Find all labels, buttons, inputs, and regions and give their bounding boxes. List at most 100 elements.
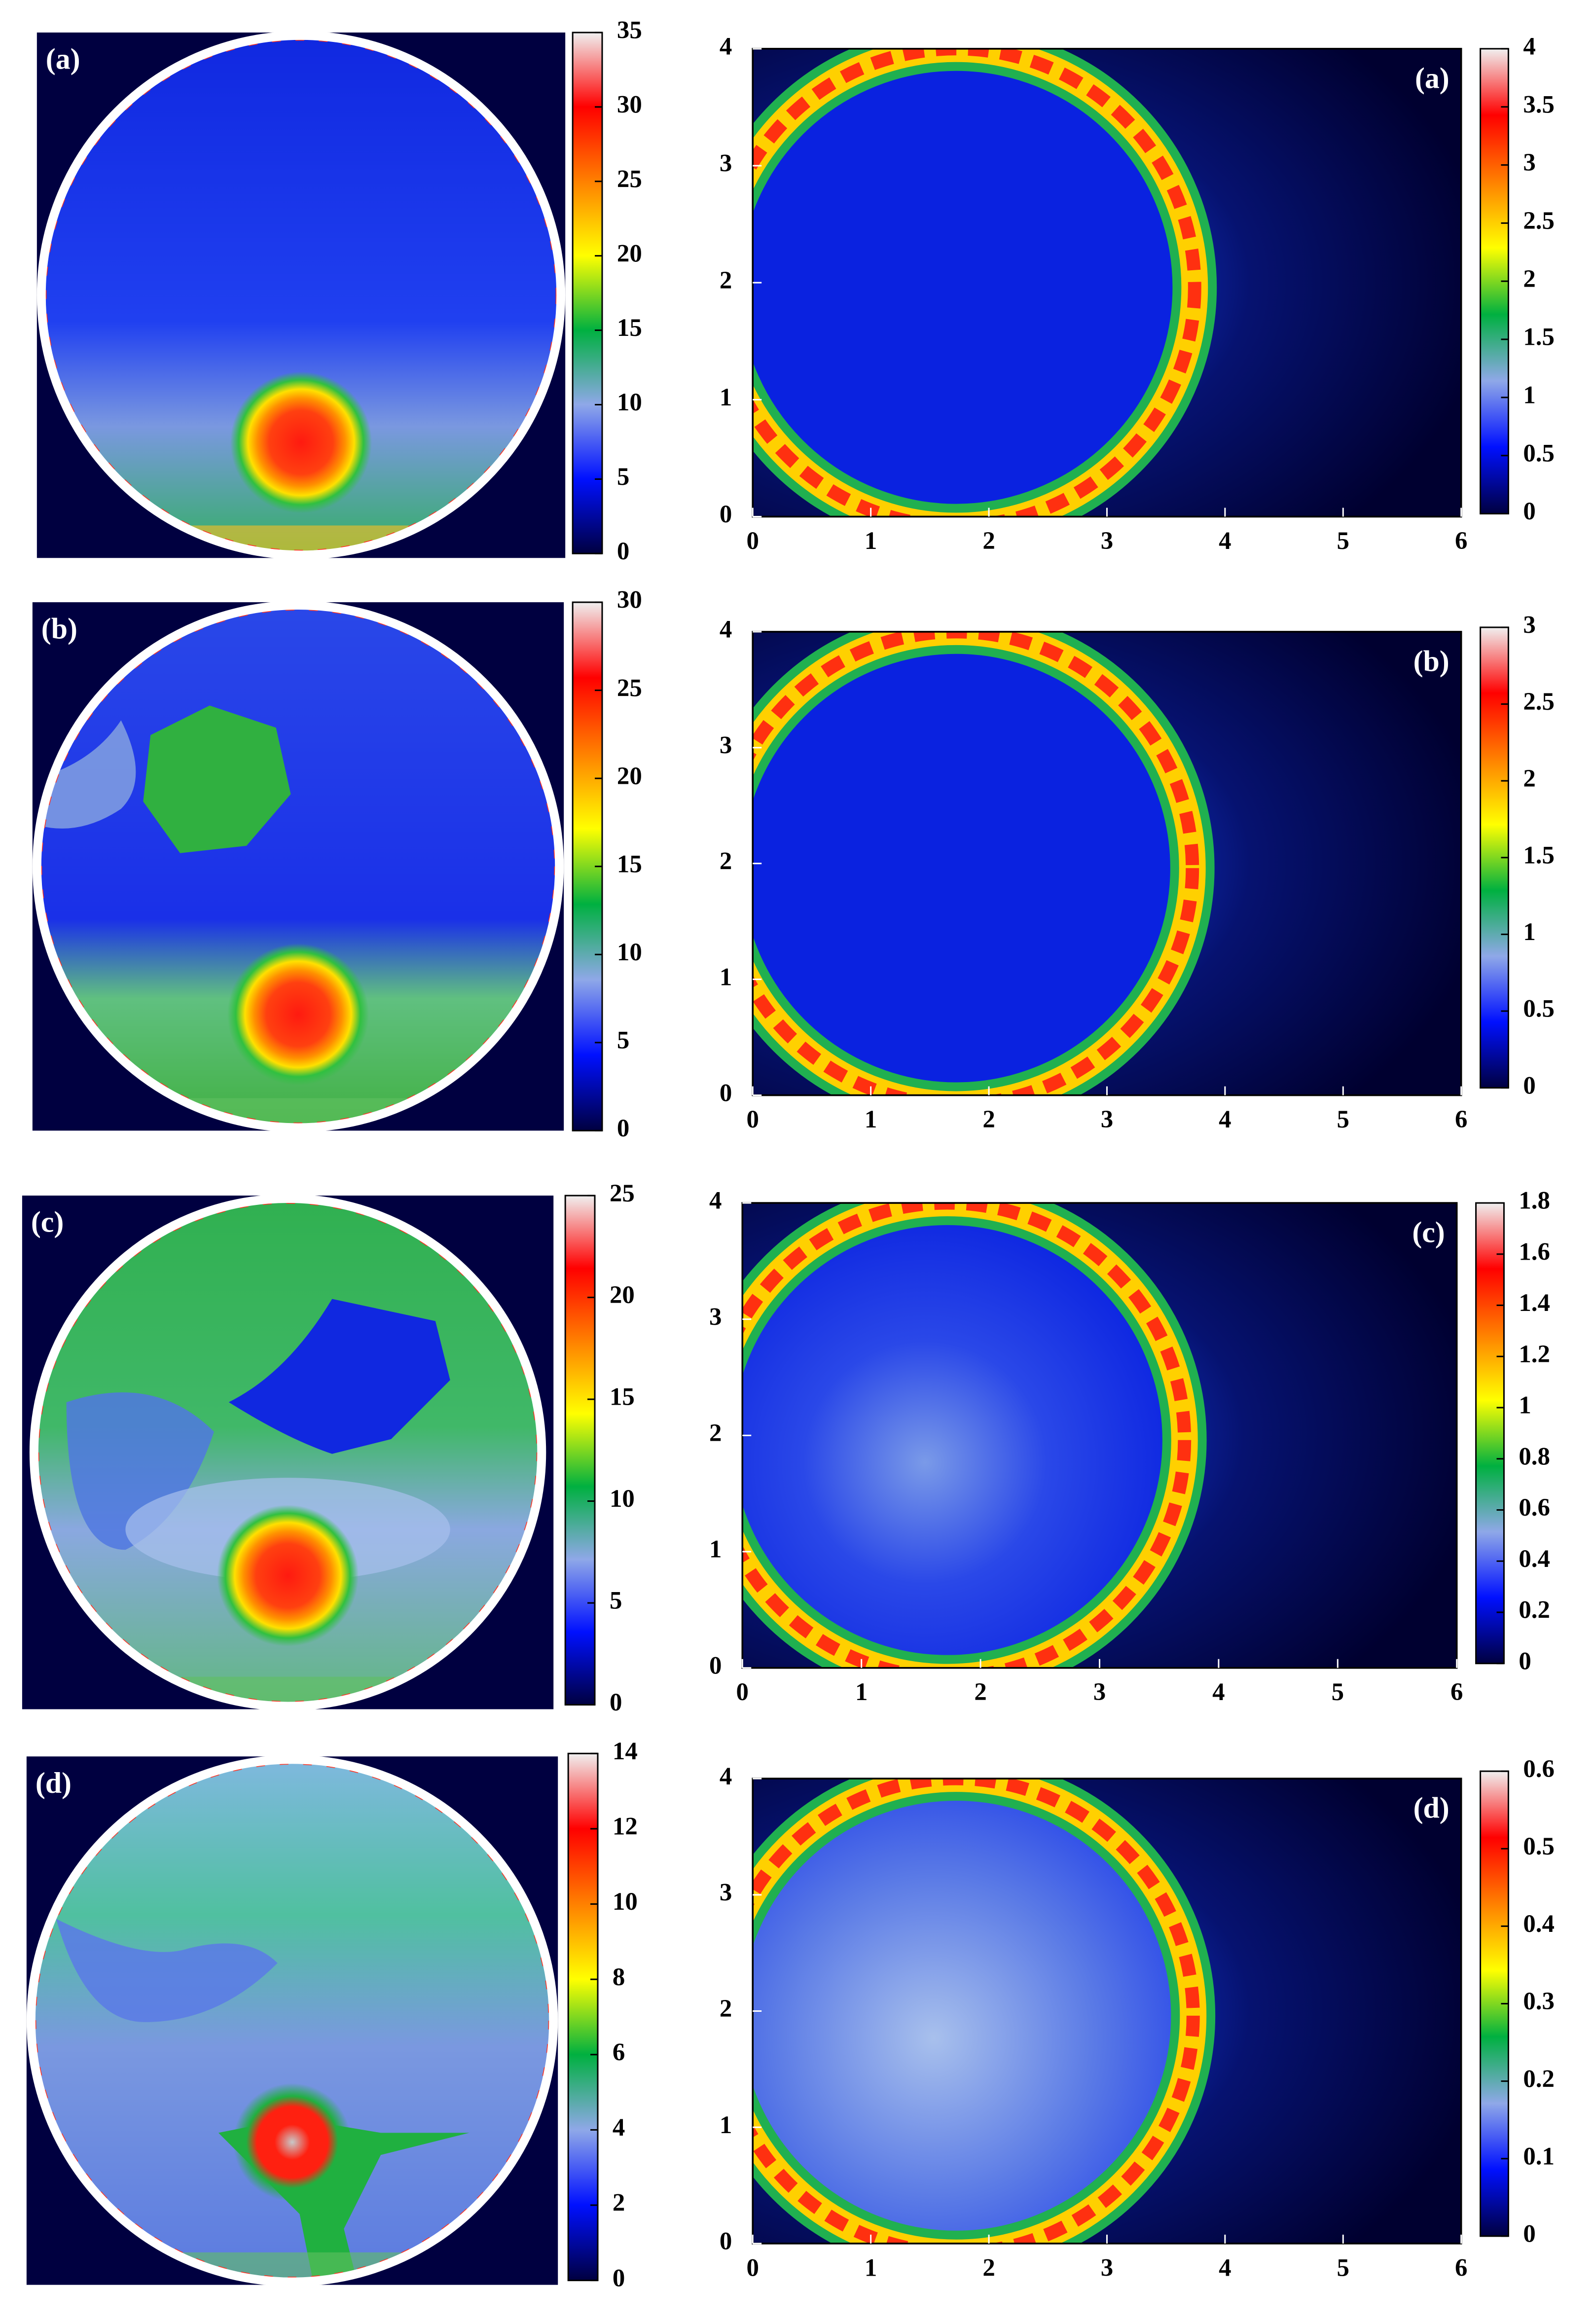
colorbar-tick-label: 0.6 (1519, 1494, 1550, 1522)
heatmap-interior (742, 1215, 1173, 1666)
y-tick-label: 3 (709, 1303, 722, 1331)
heatmap-interior (753, 1790, 1182, 2241)
colorbar-tick-label: 0 (617, 1115, 629, 1142)
heatmap-field (742, 1203, 1457, 1668)
heatmap-field (39, 608, 557, 1125)
panel-label: (a) (46, 43, 80, 75)
panel-label: (d) (36, 1767, 72, 1799)
colorbar-tick-label: 0.3 (1523, 1988, 1555, 2015)
colorbar-tick-label: 14 (613, 1738, 638, 1765)
x-tick-label: 1 (865, 527, 877, 555)
colorbar-tick-label: 2 (613, 2189, 625, 2217)
y-tick-label: 4 (720, 1763, 732, 1790)
colorbar-tick-label: 1.2 (1519, 1341, 1550, 1368)
x-tick-label: 0 (747, 1106, 759, 1133)
colorbar-tick-label: 0.4 (1523, 1910, 1555, 1938)
panel-label: (c) (31, 1206, 64, 1238)
x-tick-label: 5 (1337, 527, 1349, 555)
x-tick-label: 2 (982, 1106, 995, 1133)
y-tick-label: 0 (720, 2227, 732, 2255)
y-tick-label: 1 (720, 963, 732, 991)
domain-ring (29, 1194, 546, 1711)
y-tick-label: 2 (720, 1995, 732, 2023)
heatmap-patch (228, 1299, 450, 1454)
x-tick-label: 5 (1337, 1106, 1349, 1133)
hot-spot (233, 2083, 352, 2202)
colorbar-tick-label: 10 (610, 1485, 635, 1513)
domain-ring (32, 601, 564, 1132)
panel-label: (c) (1412, 1216, 1445, 1249)
heatmap-field (34, 1762, 551, 2279)
x-tick-label: 6 (1455, 527, 1467, 555)
heatmap-field (36, 1201, 539, 1704)
y-tick-label: 2 (709, 1419, 722, 1447)
colorbar-tick-label: 35 (617, 17, 642, 44)
y-tick-label: 1 (720, 2111, 732, 2139)
colorbar-tick-label: 3 (1523, 149, 1535, 177)
y-tick-label: 0 (720, 501, 732, 528)
colorbar-tick-label: 0 (1519, 1647, 1531, 1675)
x-tick-label: 3 (1101, 2254, 1113, 2282)
y-tick-label: 0 (709, 1652, 722, 1679)
colorbar-tick-label: 2.5 (1523, 207, 1555, 235)
colorbar-tick-label: 25 (617, 674, 642, 702)
x-tick-label: 5 (1337, 2254, 1349, 2282)
domain-ring (36, 31, 566, 560)
x-tick-label: 0 (736, 1678, 749, 1706)
colorbar-tick-label: 0 (1523, 498, 1535, 525)
x-tick-label: 2 (982, 527, 995, 555)
colorbar-tick-label: 20 (610, 1281, 635, 1309)
colorbar-tick-label: 0.1 (1523, 2142, 1555, 2170)
colorbar-tick-label: 20 (617, 763, 642, 790)
colorbar-tick-label: 0.5 (1523, 995, 1555, 1023)
x-tick-label: 6 (1455, 1106, 1467, 1133)
domain-ring (26, 1755, 558, 2287)
heatmap-interior (753, 60, 1183, 514)
y-tick-label: 4 (720, 33, 732, 61)
colorbar-tick-label: 10 (617, 939, 642, 966)
colorbar-tick-label: 20 (617, 240, 642, 267)
colorbar-tick-label: 1 (1519, 1392, 1531, 1419)
colorbar-tick-label: 10 (613, 1888, 638, 1916)
colorbar-tick-label: 25 (617, 165, 642, 193)
y-tick-label: 3 (720, 1879, 732, 1906)
colorbar-tick-label: 0.6 (1523, 1755, 1555, 1783)
x-tick-label: 6 (1450, 1678, 1463, 1706)
colorbar-tick-label: 12 (613, 1813, 638, 1841)
colorbar-tick-label: 0.8 (1519, 1443, 1550, 1470)
colorbar-tick-label: 0.4 (1519, 1545, 1550, 1573)
colorbar-tick-label: 5 (617, 463, 629, 491)
x-tick-label: 0 (747, 2254, 759, 2282)
x-tick-label: 4 (1219, 1106, 1231, 1133)
y-tick-label: 2 (720, 267, 732, 294)
colorbar-tick-label: 0 (617, 538, 629, 565)
colorbar-tick-label: 30 (617, 586, 642, 614)
x-tick-label: 1 (865, 2254, 877, 2282)
colorbar-tick-label: 4 (613, 2114, 625, 2142)
colorbar-tick-label: 5 (610, 1587, 622, 1615)
x-tick-label: 5 (1332, 1678, 1344, 1706)
x-tick-label: 4 (1212, 1678, 1225, 1706)
colorbar-tick-label: 0.5 (1523, 1833, 1555, 1860)
colorbar-tick-label: 3 (1523, 612, 1535, 639)
x-tick-label: 4 (1219, 2254, 1231, 2282)
heatmap-field (44, 38, 558, 552)
colorbar-tick-label: 1.5 (1523, 841, 1555, 869)
colorbar-tick-label: 1.5 (1523, 324, 1555, 351)
colorbar-tick-label: 1 (1523, 382, 1535, 409)
hot-spot (230, 371, 372, 513)
y-tick-label: 3 (720, 150, 732, 178)
y-tick-label: 4 (709, 1187, 722, 1215)
colorbar-tick-label: 2 (1523, 765, 1535, 793)
x-tick-label: 6 (1455, 2254, 1467, 2282)
y-tick-label: 1 (709, 1536, 722, 1563)
colorbar (1475, 1202, 1505, 1665)
colorbar (572, 32, 603, 554)
x-tick-label: 0 (747, 527, 759, 555)
heatmap-patch (39, 720, 136, 829)
panel-label: (b) (41, 613, 77, 645)
ring-inner (753, 1779, 1200, 2244)
colorbar-tick-label: 0.5 (1523, 439, 1555, 467)
